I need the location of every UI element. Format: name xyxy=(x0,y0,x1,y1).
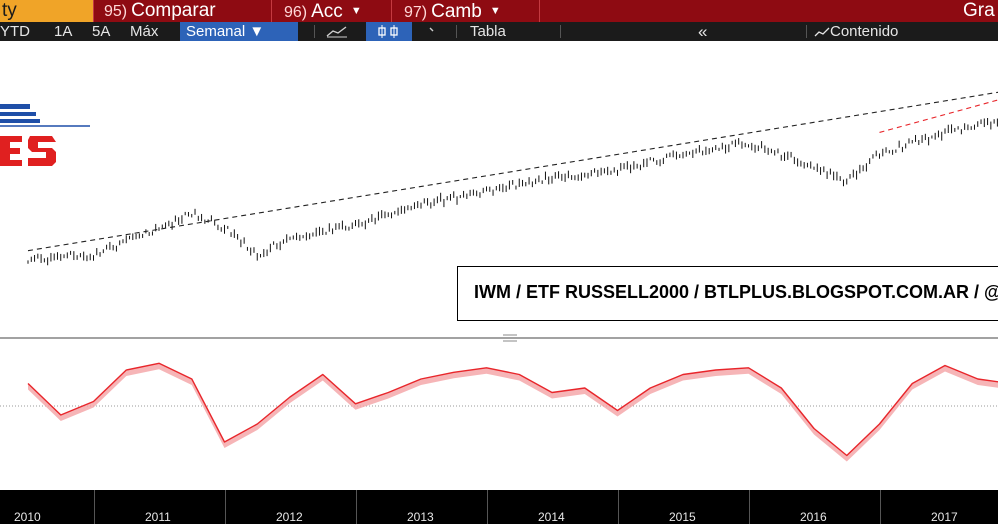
tab-comparar-number: 95) xyxy=(104,3,128,20)
chevron-down-icon: ▼ xyxy=(489,5,501,17)
content-button[interactable]: Contenido xyxy=(814,22,898,41)
x-tick-label: 2014 xyxy=(538,510,565,524)
x-tick-label: 2012 xyxy=(276,510,303,524)
red-trendline[interactable] xyxy=(879,97,998,133)
year-tick xyxy=(618,490,619,524)
logo-bar xyxy=(0,104,30,109)
content-button-label: Contenido xyxy=(830,23,899,40)
year-tick xyxy=(749,490,750,524)
year-tick xyxy=(487,490,488,524)
x-tick-label: 2010 xyxy=(14,510,41,524)
period-select[interactable]: Semanal ▼ xyxy=(180,22,298,41)
price-pane xyxy=(27,90,998,266)
time-axis: 2010 2011 2012 2013 2014 2015 2016 2017 xyxy=(0,490,998,524)
oscillator-line xyxy=(27,362,998,457)
oscillator-band xyxy=(28,363,998,462)
tab-camb[interactable]: 97) Camb ▼ xyxy=(392,0,540,22)
logo-bar xyxy=(0,119,40,123)
draw-tool-icon[interactable] xyxy=(428,25,440,44)
tab-camb-label: Camb xyxy=(431,1,482,22)
chart-area[interactable] xyxy=(0,41,998,490)
x-tick-label: 2013 xyxy=(407,510,434,524)
chart-toolbar: YTD 1A 5A Máx Semanal ▼ Tabla « Contenid… xyxy=(0,22,998,41)
command-bar: ty 95) Comparar 96) Acc ▼ 97) Camb ▼ Gra xyxy=(0,0,998,22)
annotation-text: IWM / ETF RUSSELL2000 / BTLPLUS.BLOGSPOT… xyxy=(474,282,998,302)
year-tick xyxy=(225,490,226,524)
table-button[interactable]: Tabla xyxy=(470,23,506,40)
x-tick-label: 2016 xyxy=(800,510,827,524)
range-ytd[interactable]: YTD xyxy=(0,23,30,40)
x-tick-label: 2011 xyxy=(145,510,171,524)
tab-acc-number: 96) xyxy=(284,4,308,21)
tab-acc-label: Acc xyxy=(311,1,343,22)
tab-comparar[interactable]: 95) Comparar xyxy=(94,0,272,22)
btl-logo xyxy=(0,104,90,166)
tab-acc[interactable]: 96) Acc ▼ xyxy=(272,0,392,22)
tab-active-label: ty xyxy=(2,0,17,21)
logo-letter-e xyxy=(0,136,22,166)
logo-letter-s xyxy=(28,136,56,166)
range-max[interactable]: Máx xyxy=(130,23,159,40)
period-select-value: Semanal ▼ xyxy=(186,23,265,40)
content-chart-icon xyxy=(814,27,830,37)
tab-active[interactable]: ty xyxy=(0,0,94,22)
range-5a[interactable]: 5A xyxy=(92,23,111,40)
toolbar-divider xyxy=(456,25,457,38)
year-tick xyxy=(880,490,881,524)
year-tick xyxy=(94,490,95,524)
line-chart-icon[interactable] xyxy=(326,25,348,44)
year-tick xyxy=(356,490,357,524)
toolbar-divider xyxy=(560,25,561,38)
x-tick-label: 2017 xyxy=(931,510,958,524)
logo-bar xyxy=(0,112,36,116)
collapse-icon[interactable]: « xyxy=(698,22,708,41)
tab-grafico-label: Gra xyxy=(963,0,995,21)
toolbar-divider xyxy=(806,25,807,38)
tab-grafico[interactable]: Gra xyxy=(960,0,998,22)
range-1a[interactable]: 1A xyxy=(54,23,73,40)
annotation-box: IWM / ETF RUSSELL2000 / BTLPLUS.BLOGSPOT… xyxy=(457,266,998,321)
chevron-down-icon: ▼ xyxy=(350,5,362,17)
x-tick-label: 2015 xyxy=(669,510,696,524)
candle-icon xyxy=(378,25,398,38)
tab-camb-number: 97) xyxy=(404,4,428,21)
toolbar-divider xyxy=(314,25,315,38)
candle-chart-toggle[interactable] xyxy=(366,22,412,41)
oscillator-pane xyxy=(27,362,998,462)
tab-comparar-label: Comparar xyxy=(131,0,216,21)
black-trendline[interactable] xyxy=(27,90,998,252)
